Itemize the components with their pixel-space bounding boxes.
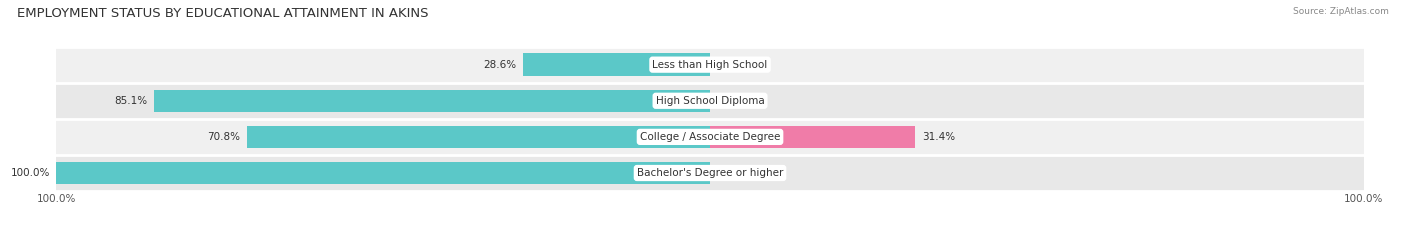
Text: 100.0%: 100.0% — [10, 168, 49, 178]
Bar — [523, 53, 710, 76]
Text: 0.0%: 0.0% — [720, 60, 747, 70]
Bar — [153, 89, 710, 112]
Text: 70.8%: 70.8% — [208, 132, 240, 142]
Text: EMPLOYMENT STATUS BY EDUCATIONAL ATTAINMENT IN AKINS: EMPLOYMENT STATUS BY EDUCATIONAL ATTAINM… — [17, 7, 429, 20]
Bar — [56, 119, 1364, 155]
Text: 28.6%: 28.6% — [484, 60, 516, 70]
Text: 0.0%: 0.0% — [720, 168, 747, 178]
Bar — [56, 162, 710, 184]
Bar — [56, 47, 1364, 83]
Text: 31.4%: 31.4% — [922, 132, 955, 142]
Text: Bachelor's Degree or higher: Bachelor's Degree or higher — [637, 168, 783, 178]
Bar — [710, 126, 915, 148]
Bar — [56, 83, 1364, 119]
Text: College / Associate Degree: College / Associate Degree — [640, 132, 780, 142]
Text: Less than High School: Less than High School — [652, 60, 768, 70]
Text: High School Diploma: High School Diploma — [655, 96, 765, 106]
Bar — [56, 155, 1364, 191]
Text: 0.0%: 0.0% — [720, 96, 747, 106]
Text: Source: ZipAtlas.com: Source: ZipAtlas.com — [1294, 7, 1389, 16]
Text: 85.1%: 85.1% — [114, 96, 148, 106]
Bar — [247, 126, 710, 148]
